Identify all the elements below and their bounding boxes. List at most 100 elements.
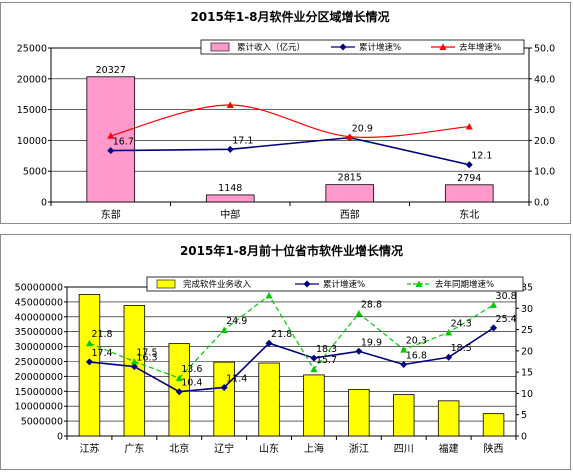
right-axis-tick-label: 15	[521, 368, 533, 379]
bar	[325, 184, 375, 203]
series-point	[175, 374, 183, 382]
category-label: 西部	[340, 208, 360, 221]
left-axis-tick-label: 0	[41, 198, 47, 209]
right-axis-tick-label: 30.0	[534, 105, 555, 116]
left-axis-tick-label: 35000000	[15, 327, 63, 338]
series-point	[220, 326, 228, 333]
category-label: 中部	[220, 208, 240, 221]
right-axis-tick-label: 30	[521, 304, 533, 315]
bar-data-label: 2815	[338, 173, 362, 184]
bar-data-label: 20327	[96, 65, 126, 76]
line-data-label: 16.8	[406, 350, 427, 361]
series-point	[346, 133, 354, 140]
series-point	[107, 147, 115, 155]
top-ten-provinces-chart-svg: 2015年1-8月前十位省市软件业增长情况0500000010000000150…	[15, 243, 533, 455]
right-axis-tick-label: 20.0	[534, 136, 555, 147]
series-2	[107, 101, 473, 140]
bar	[437, 400, 460, 437]
bar-data-label: 1148	[218, 183, 242, 194]
line-data-label: 11.4	[226, 373, 247, 384]
bar	[444, 184, 494, 203]
right-axis-tick-label: 40.0	[534, 74, 555, 85]
right-axis-tick-label: 0.0	[534, 198, 549, 209]
series-point	[265, 292, 273, 299]
left-axis-tick-label: 5000	[23, 167, 47, 178]
category-label: 福建	[439, 442, 459, 455]
line-data-label: 13.6	[181, 364, 202, 375]
bar	[303, 374, 325, 437]
right-axis-tick-label: 10.0	[534, 167, 555, 178]
line-data-label: 15.7	[316, 355, 337, 366]
series-point	[465, 123, 473, 130]
chart-title: 2015年1-8月软件业分区域增长情况	[190, 9, 389, 24]
series-line	[110, 136, 470, 166]
left-axis-tick-label: 20000000	[15, 372, 63, 383]
regional-growth-chart-svg: 2015年1-8月软件业分区域增长情况 0 5000 10000 15000 20000 2…	[17, 9, 555, 221]
bar	[205, 194, 255, 203]
line-data-label: 18.3	[316, 344, 337, 355]
chart-title: 2015年1-8月前十位省市软件业增长情况	[180, 243, 403, 258]
bar	[213, 361, 235, 437]
right-axis-tick-label: 10	[521, 389, 533, 400]
legend-label: 累计增速%	[323, 279, 365, 290]
series-point	[310, 354, 318, 362]
legend-label: 累计增速%	[359, 42, 401, 53]
left-axis-tick-label: 25000	[17, 44, 47, 55]
category-label: 北京	[169, 442, 189, 455]
left-axis-tick-label: 40000000	[15, 312, 63, 323]
line-data-label: 28.8	[361, 299, 382, 310]
category-label: 浙江	[349, 443, 369, 455]
series-point	[465, 161, 473, 169]
series-line	[89, 294, 494, 379]
line-data-label: 17.5	[136, 348, 157, 359]
bar	[482, 413, 505, 437]
series-point	[400, 360, 408, 368]
bar	[348, 389, 370, 437]
line-data-label: 12.1	[471, 151, 492, 162]
top-ten-provinces-chart: 2015年1-8月前十位省市软件业增长情况 0 5000000 10000000 150…	[0, 234, 571, 470]
line-data-label: 10.4	[181, 378, 202, 389]
series-point	[85, 358, 93, 366]
line-data-label: 30.8	[496, 291, 517, 302]
series-1: 17.4 16.3 10.4 11.4 21.8 18.3 19.9 16.8 18.5 25.4	[85, 314, 517, 396]
category-label: 东北	[459, 208, 479, 221]
bar-data-label: 2794	[457, 173, 481, 184]
line-data-label: 19.9	[361, 337, 382, 348]
series-point	[400, 346, 408, 353]
left-axis-tick-label: 25000000	[15, 357, 63, 368]
bar	[123, 305, 146, 437]
series-point	[226, 145, 234, 153]
bar	[258, 362, 280, 437]
right-axis-tick-label: 5	[521, 410, 527, 421]
line-data-label: 20.9	[352, 124, 373, 135]
left-axis-tick-label: 20000	[17, 74, 47, 85]
left-axis-tick-label: 10000000	[15, 402, 63, 413]
series-point	[445, 329, 453, 336]
legend-box	[146, 276, 524, 292]
legend-label: 去年增速%	[459, 42, 501, 53]
category-label: 江苏	[79, 442, 99, 455]
legend-swatch	[210, 42, 230, 52]
line-data-label: 24.9	[226, 316, 247, 327]
line-data-label: 16.3	[136, 353, 157, 364]
series-point	[355, 347, 363, 355]
right-axis-tick-label: 20	[521, 346, 533, 357]
line-data-label: 17.1	[232, 135, 253, 146]
line-data-label: 21.8	[91, 329, 112, 340]
legend-label: 去年同期增速%	[435, 279, 494, 290]
legend-marker	[415, 280, 423, 287]
line-data-label: 24.3	[451, 319, 472, 330]
series-point	[130, 363, 138, 371]
series-point	[490, 324, 498, 332]
legend-label: 完成软件业务收入	[183, 279, 252, 290]
left-axis-tick-label: 15000000	[15, 387, 63, 398]
series-point	[490, 301, 498, 308]
legend-label: 累计收入（亿元）	[237, 42, 305, 53]
series-point	[310, 365, 318, 373]
category-label: 东部	[101, 208, 121, 221]
category-label: 四川	[394, 444, 414, 455]
series-line	[89, 327, 494, 393]
bar	[393, 394, 415, 437]
category-label: 上海	[304, 442, 324, 455]
series-point	[130, 358, 138, 365]
